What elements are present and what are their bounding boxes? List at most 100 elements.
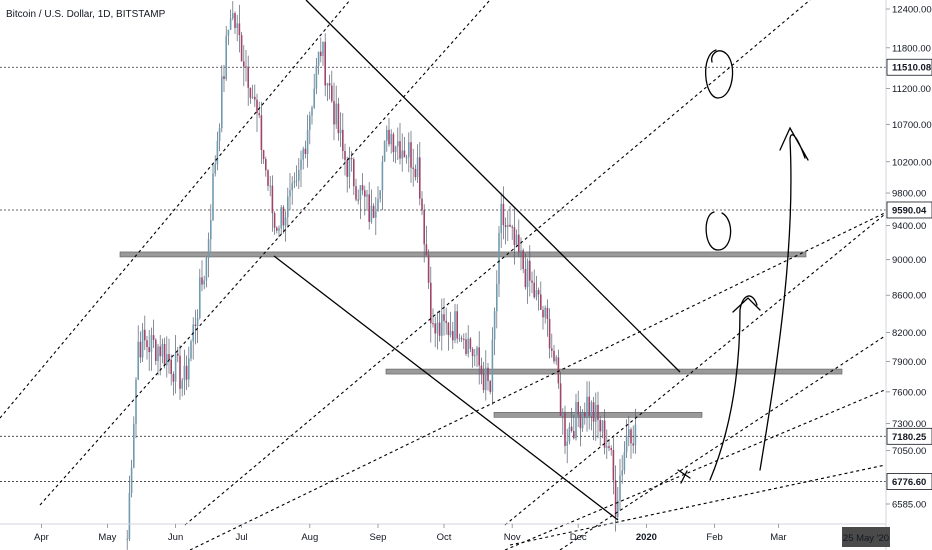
candle-up[interactable]: [390, 134, 392, 145]
candle-down[interactable]: [304, 148, 307, 154]
candle-down[interactable]: [324, 41, 326, 86]
candle-up[interactable]: [601, 420, 604, 432]
candle-up[interactable]: [625, 435, 628, 453]
candle-down[interactable]: [412, 167, 414, 169]
candle-down[interactable]: [465, 339, 467, 354]
candle-up[interactable]: [500, 203, 502, 234]
candle-down[interactable]: [344, 151, 346, 160]
candle-up[interactable]: [128, 493, 131, 539]
candle-up[interactable]: [586, 396, 588, 417]
candle-up[interactable]: [621, 470, 623, 476]
candle-up[interactable]: [581, 412, 584, 429]
candle-down[interactable]: [480, 365, 483, 375]
candle-up[interactable]: [269, 185, 271, 187]
candle-down[interactable]: [460, 338, 463, 340]
candle-down[interactable]: [262, 150, 265, 160]
candle-down[interactable]: [542, 309, 544, 318]
candle-down[interactable]: [364, 190, 366, 197]
candle-down[interactable]: [482, 374, 485, 391]
candle-up[interactable]: [322, 41, 324, 57]
candle-up[interactable]: [339, 129, 342, 134]
candle-up[interactable]: [205, 257, 208, 281]
candle-up[interactable]: [313, 88, 315, 108]
candle-down[interactable]: [469, 338, 472, 350]
candle-up[interactable]: [375, 211, 377, 218]
candle-up[interactable]: [476, 347, 478, 356]
rising-channel-line-1[interactable]: [0, 0, 351, 419]
candle-up[interactable]: [634, 424, 637, 446]
candle-down[interactable]: [172, 373, 175, 382]
candle-up[interactable]: [214, 164, 216, 174]
candle-down[interactable]: [414, 168, 417, 178]
rising-channel-line-5[interactable]: [504, 209, 891, 526]
candle-up[interactable]: [379, 190, 381, 199]
candle-down[interactable]: [577, 402, 579, 415]
candle-down[interactable]: [185, 365, 188, 380]
candle-up[interactable]: [555, 357, 557, 362]
candle-down[interactable]: [592, 402, 595, 422]
rising-channel-line-7[interactable]: [559, 304, 932, 550]
candle-up[interactable]: [449, 331, 452, 336]
candle-down[interactable]: [540, 294, 542, 310]
candle-down[interactable]: [333, 101, 335, 125]
candle-up[interactable]: [335, 103, 337, 125]
candle-up[interactable]: [232, 13, 234, 19]
candle-down[interactable]: [533, 282, 535, 298]
candle-down[interactable]: [372, 205, 375, 218]
candle-down[interactable]: [610, 448, 612, 450]
candle-up[interactable]: [221, 76, 223, 129]
candle-up[interactable]: [535, 290, 538, 298]
candle-down[interactable]: [608, 446, 610, 449]
candle-down[interactable]: [320, 51, 322, 57]
candle-up[interactable]: [135, 379, 137, 424]
candle-down[interactable]: [254, 96, 256, 100]
candle-down[interactable]: [346, 159, 348, 177]
candle-up[interactable]: [287, 196, 289, 218]
support-zone[interactable]: [119, 251, 807, 258]
circle-annotation-1[interactable]: [704, 49, 734, 99]
candle-up[interactable]: [236, 23, 238, 29]
candle-down[interactable]: [155, 339, 157, 361]
candle-up[interactable]: [130, 467, 133, 494]
candle-down[interactable]: [597, 404, 599, 420]
arrow-annotation-2[interactable]: [759, 126, 809, 471]
candle-up[interactable]: [394, 146, 397, 153]
candle-down[interactable]: [531, 280, 533, 283]
candle-down[interactable]: [337, 103, 340, 134]
candle-up[interactable]: [166, 354, 168, 366]
arrow-annotation-1[interactable]: [709, 295, 761, 481]
candle-up[interactable]: [416, 157, 419, 178]
descending-channel-upper[interactable]: [305, 0, 681, 373]
price-badge[interactable]: [886, 201, 932, 219]
candle-up[interactable]: [436, 322, 439, 334]
candle-down[interactable]: [361, 185, 364, 191]
candle-up[interactable]: [359, 185, 362, 200]
candle-down[interactable]: [443, 314, 445, 321]
candle-down[interactable]: [632, 443, 634, 446]
candle-up[interactable]: [619, 475, 621, 501]
x-marker-annotation[interactable]: [677, 469, 691, 484]
candle-down[interactable]: [513, 227, 516, 246]
candle-up[interactable]: [467, 338, 469, 354]
candle-up[interactable]: [474, 355, 476, 357]
rising-channel-line-2[interactable]: [39, 0, 491, 506]
candle-down[interactable]: [421, 198, 423, 211]
candle-down[interactable]: [570, 426, 573, 431]
candle-down[interactable]: [548, 318, 551, 349]
candle-down[interactable]: [168, 354, 170, 360]
candle-down[interactable]: [240, 35, 243, 62]
candle-up[interactable]: [515, 234, 518, 246]
candle-up[interactable]: [315, 65, 318, 89]
candle-down[interactable]: [427, 255, 430, 283]
candle-down[interactable]: [463, 338, 465, 340]
candle-down[interactable]: [403, 150, 406, 158]
candle-up[interactable]: [595, 404, 597, 422]
candle-up[interactable]: [628, 429, 630, 436]
candle-up[interactable]: [216, 140, 219, 165]
candle-down[interactable]: [430, 282, 432, 324]
candle-up[interactable]: [227, 29, 230, 36]
candle-down[interactable]: [573, 430, 575, 439]
candle-up[interactable]: [188, 358, 190, 380]
candle-down[interactable]: [456, 311, 458, 339]
